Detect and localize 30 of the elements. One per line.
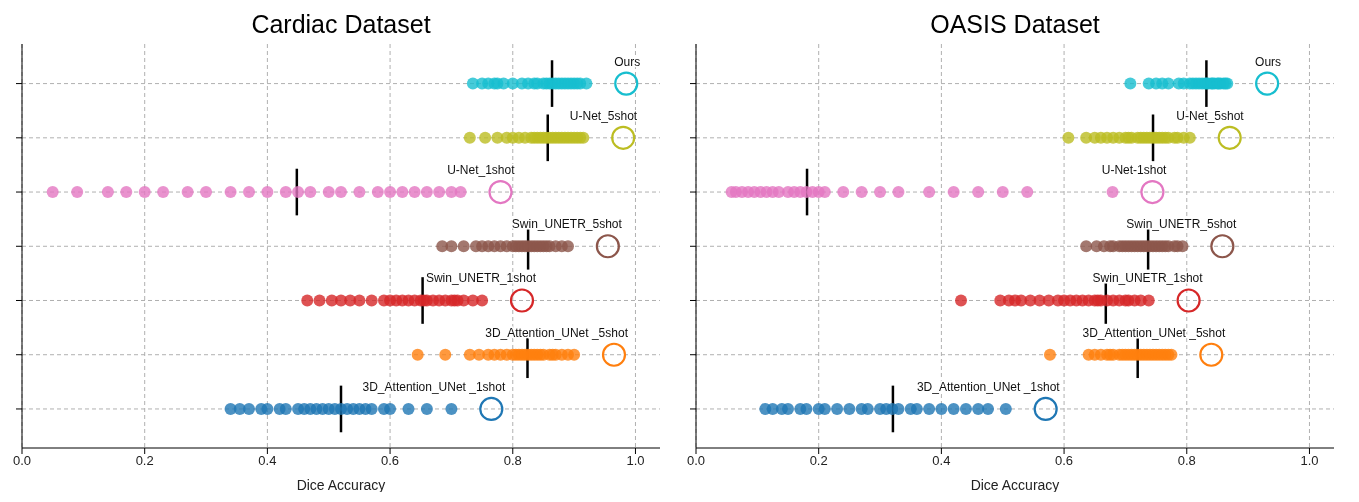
- x-axis-title: Dice Accuracy: [296, 477, 386, 493]
- x-tick-label: 0.6: [1055, 453, 1074, 469]
- y-tick-label: U-Net_5shot: [1176, 108, 1245, 123]
- y-tick-label: U-Net-1shot: [1101, 163, 1168, 178]
- x-axis-title: Dice Accuracy: [970, 477, 1060, 493]
- x-tick-label: 0.0: [686, 453, 706, 469]
- x-tick-label: 0.2: [809, 453, 828, 469]
- x-tick-label: 1.0: [626, 453, 645, 469]
- y-tick-label: Ours: [614, 54, 641, 69]
- y-tick-label: Ours: [1255, 54, 1282, 69]
- y-tick-label: 3D_Attention_UNet _1shot: [916, 379, 1061, 394]
- x-tick-label: 0.4: [258, 453, 277, 469]
- x-tick-label: 0.0: [12, 453, 32, 469]
- x-tick-label: 0.6: [381, 453, 400, 469]
- x-tick-label: 0.8: [1177, 453, 1196, 469]
- x-tick-label: 1.0: [1300, 453, 1319, 469]
- chart-title: OASIS Dataset: [929, 9, 1101, 40]
- y-tick-label: U-Net_1shot: [447, 163, 516, 178]
- x-tick-label: 0.8: [503, 453, 522, 469]
- y-tick-label: 3D_Attention_UNet _1shot: [362, 379, 506, 394]
- y-tick-label: 3D_Attention_UNet _5shot: [1082, 325, 1226, 340]
- x-tick-label: 0.4: [932, 453, 951, 469]
- y-tick-label: Swin_UNETR_1shot: [425, 271, 537, 286]
- y-tick-label: Swin_UNETR_5shot: [511, 217, 623, 232]
- x-tick-label: 0.2: [135, 453, 154, 469]
- y-tick-label: 3D_Attention_UNet _5shot: [485, 325, 629, 340]
- y-tick-label: Swin_UNETR_1shot: [1092, 271, 1204, 286]
- y-tick-label: Swin_UNETR_5shot: [1126, 217, 1238, 232]
- chart-title: Cardiac Dataset: [250, 9, 432, 40]
- y-tick-label: U-Net_5shot: [569, 108, 638, 123]
